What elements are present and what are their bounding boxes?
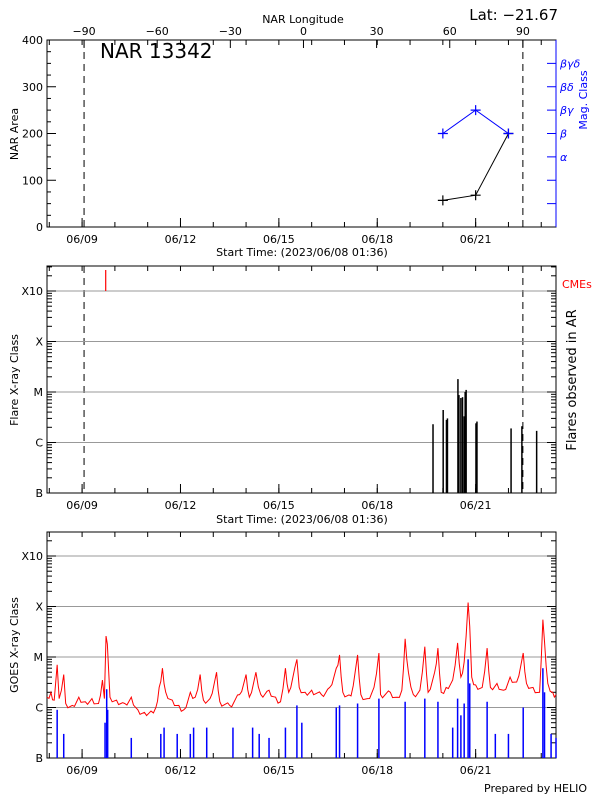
longitude-tick-label: −30 xyxy=(219,25,242,38)
area-tick-label: 0 xyxy=(36,221,43,234)
date-tick-label: 06/21 xyxy=(460,233,492,246)
class-tick-label: X xyxy=(35,336,43,349)
flare-axis-label: Flare X-ray Class xyxy=(8,334,21,426)
footer-credit: Prepared by HELIO xyxy=(484,782,587,795)
plot-frame-0 xyxy=(46,39,557,228)
latitude-label: Lat: −21.67 xyxy=(469,6,558,24)
date-tick-label: 06/18 xyxy=(361,233,393,246)
area-tick-label: 300 xyxy=(22,81,43,94)
date-tick-label: 06/12 xyxy=(165,499,197,512)
area-xlabel: Start Time: (2023/06/08 01:36) xyxy=(216,246,388,259)
class-tick-label: X10 xyxy=(21,550,43,563)
area-tick-label: 200 xyxy=(22,128,43,141)
area-axis-label: NAR Area xyxy=(8,108,21,160)
class-tick-label: X10 xyxy=(21,285,43,298)
date-tick-label: 06/15 xyxy=(263,233,295,246)
mag-class-point xyxy=(437,128,448,139)
longitude-tick-label: 90 xyxy=(516,25,530,38)
class-tick-label: B xyxy=(35,752,43,765)
goes-axis-label: GOES X-ray Class xyxy=(8,597,21,693)
longitude-tick-label: 60 xyxy=(443,25,457,38)
class-tick-label: C xyxy=(35,437,43,450)
date-tick-label: 06/09 xyxy=(66,233,98,246)
area-point xyxy=(470,190,481,201)
mag-class-tick-label: β xyxy=(559,128,567,141)
mag-class-tick-label: βδ xyxy=(559,81,574,94)
area-tick-label: 100 xyxy=(22,174,43,187)
mag-class-axis-label: Mag. Class xyxy=(577,70,590,129)
flares-observed-label: Flares observed in AR xyxy=(565,309,580,450)
longitude-axis-label: NAR Longitude xyxy=(262,13,344,26)
mag-class-point xyxy=(503,128,514,139)
date-tick-label: 06/18 xyxy=(361,499,393,512)
goes-long-line xyxy=(46,602,557,717)
date-tick-label: 06/15 xyxy=(263,764,295,777)
longitude-tick-label: 0 xyxy=(300,25,307,38)
longitude-tick-label: −90 xyxy=(72,25,95,38)
date-tick-label: 06/18 xyxy=(361,764,393,777)
mag-class-point xyxy=(470,105,481,116)
area-point xyxy=(437,195,448,206)
area-tick-label: 400 xyxy=(22,34,43,47)
class-tick-label: M xyxy=(34,386,44,399)
longitude-tick-label: 30 xyxy=(370,25,384,38)
plot-frame-1 xyxy=(46,265,557,494)
date-tick-label: 06/09 xyxy=(66,764,98,777)
class-tick-label: C xyxy=(35,702,43,715)
mag-class-tick-label: α xyxy=(560,151,568,164)
longitude-tick-label: −60 xyxy=(146,25,169,38)
flare-xlabel: Start Time: (2023/06/08 01:36) xyxy=(216,513,388,526)
date-tick-label: 06/09 xyxy=(66,499,98,512)
region-title: NAR 13342 xyxy=(100,39,213,63)
class-tick-label: X xyxy=(35,601,43,614)
date-tick-label: 06/21 xyxy=(460,499,492,512)
date-tick-label: 06/21 xyxy=(460,764,492,777)
date-tick-label: 06/12 xyxy=(165,764,197,777)
class-tick-label: B xyxy=(35,487,43,500)
cme-label: CMEs xyxy=(562,278,592,291)
class-tick-label: M xyxy=(34,651,44,664)
mag-class-tick-label: βγδ xyxy=(559,57,581,70)
date-tick-label: 06/15 xyxy=(263,499,295,512)
mag-class-tick-label: βγ xyxy=(559,104,574,117)
date-tick-label: 06/12 xyxy=(165,233,197,246)
